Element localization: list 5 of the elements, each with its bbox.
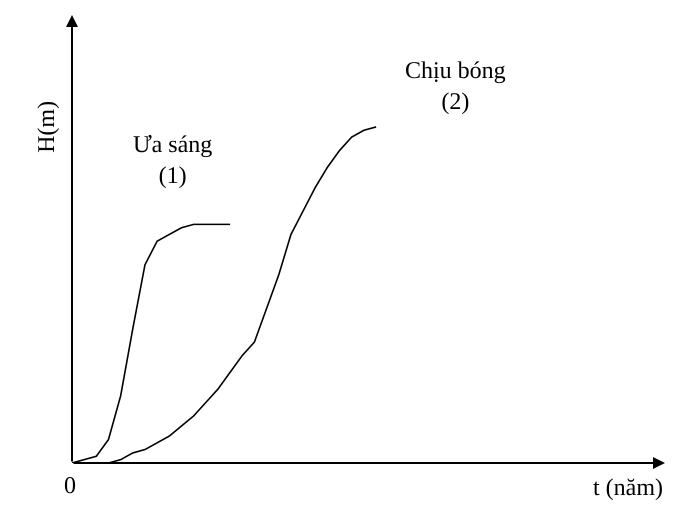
y-axis-title: H(m): [34, 100, 60, 153]
series-label: Ưa sáng (1): [133, 132, 212, 190]
text: 0: [64, 473, 76, 499]
series-label: Chịu bóng (2): [405, 58, 506, 116]
text: t (năm): [593, 475, 663, 501]
